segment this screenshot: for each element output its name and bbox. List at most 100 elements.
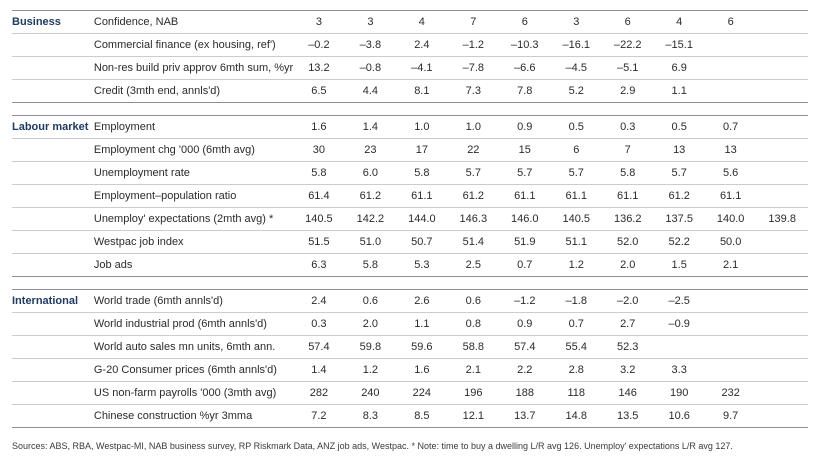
table-row: Chinese construction %yr 3mma 7.2 8.3 8.5 12…	[12, 404, 808, 428]
value-cell: 8.3	[344, 404, 397, 428]
value-cell: 0.7	[704, 115, 757, 139]
table-row: US non-farm payrolls '000 (3mth avg) 282 2…	[12, 381, 808, 405]
indicator-label: Credit (3mth end, annls'd)	[93, 79, 294, 103]
value-cell	[756, 358, 808, 382]
economic-indicators-table: Business Confidence, NAB 3 3 4 7 6 3 6 4 6 Commerci…	[12, 10, 808, 428]
value-cell: 22	[447, 138, 500, 162]
value-cell: 8.1	[396, 79, 448, 103]
value-cell: –7.8	[447, 56, 500, 80]
sources-footnote: Sources: ABS, RBA, Westpac-MI, NAB busin…	[12, 441, 733, 451]
table-row: G-20 Consumer prices (6mth annls'd) 1.4 1.…	[12, 358, 808, 382]
section-spacer	[12, 103, 808, 116]
table-row: Westpac job index 51.5 51.0 50.7 51.4 51.9 51.…	[12, 230, 808, 254]
value-cell: 282	[293, 381, 345, 405]
value-cell: 6.3	[293, 253, 345, 277]
value-cell: 232	[704, 381, 757, 405]
value-cell: 146.3	[447, 207, 500, 231]
value-cell: 1.0	[396, 115, 448, 139]
value-cell: 3	[550, 10, 602, 34]
value-cell: 0.6	[447, 289, 500, 313]
section-heading	[12, 184, 94, 208]
indicator-label: Employment	[93, 115, 294, 139]
value-cell: 3	[293, 10, 345, 34]
value-cell: –0.9	[653, 312, 705, 336]
value-cell: 17	[396, 138, 448, 162]
value-cell: 57.4	[499, 335, 551, 359]
value-cell: 6	[704, 10, 757, 34]
value-cell: 0.9	[499, 115, 551, 139]
value-cell: –6.6	[499, 56, 551, 80]
section-heading	[12, 33, 94, 57]
value-cell: 0.6	[344, 289, 397, 313]
value-cell: 146	[601, 381, 654, 405]
value-cell: 51.1	[550, 230, 602, 254]
value-cell: 1.6	[293, 115, 345, 139]
value-cell: 5.8	[344, 253, 397, 277]
value-cell: 137.5	[653, 207, 705, 231]
value-cell: 140.0	[704, 207, 757, 231]
value-cell: 4.4	[344, 79, 397, 103]
section-heading	[12, 312, 94, 336]
value-cell: 55.4	[550, 335, 602, 359]
value-cell: 7.2	[293, 404, 345, 428]
value-cell: 196	[447, 381, 500, 405]
value-cell: 5.7	[653, 161, 705, 185]
indicator-label: Non-res build priv approv 6mth sum, %yr	[93, 56, 294, 80]
value-cell: –16.1	[550, 33, 602, 57]
value-cell: 142.2	[344, 207, 397, 231]
value-cell	[704, 289, 757, 313]
value-cell: 6	[550, 138, 602, 162]
table-row: International World trade (6mth annls'd) 2…	[12, 289, 808, 313]
value-cell	[756, 115, 808, 139]
value-cell	[756, 161, 808, 185]
value-cell	[756, 289, 808, 313]
value-cell: 140.5	[293, 207, 345, 231]
table-row: Non-res build priv approv 6mth sum, %yr 1…	[12, 56, 808, 80]
value-cell: 5.7	[499, 161, 551, 185]
value-cell: 3.3	[653, 358, 705, 382]
value-cell	[756, 404, 808, 428]
table-row: World industrial prod (6mth annls'd) 0.3 2…	[12, 312, 808, 336]
value-cell: 1.5	[653, 253, 705, 277]
section-heading	[12, 404, 94, 428]
value-cell: 4	[653, 10, 705, 34]
value-cell: 13.5	[601, 404, 654, 428]
indicator-label: Employment chg '000 (6mth avg)	[93, 138, 294, 162]
value-cell: 2.4	[396, 33, 448, 57]
value-cell: 2.6	[396, 289, 448, 313]
indicator-label: Employment–population ratio	[93, 184, 294, 208]
table-row: World auto sales mn units, 6mth ann. 57.4…	[12, 335, 808, 359]
value-cell: 57.4	[293, 335, 345, 359]
value-cell	[704, 56, 757, 80]
value-cell: –3.8	[344, 33, 397, 57]
value-cell: 9.7	[704, 404, 757, 428]
value-cell: 5.8	[293, 161, 345, 185]
table-row: Unemploy' expectations (2mth avg) * 140.5…	[12, 207, 808, 231]
value-cell: 6.9	[653, 56, 705, 80]
indicator-label: Job ads	[93, 253, 294, 277]
value-cell: 8.5	[396, 404, 448, 428]
indicator-label: Chinese construction %yr 3mma	[93, 404, 294, 428]
value-cell: –0.2	[293, 33, 345, 57]
value-cell: 2.0	[344, 312, 397, 336]
section-heading	[12, 56, 94, 80]
section-heading	[12, 335, 94, 359]
value-cell: 6	[601, 10, 654, 34]
table-row: Employment chg '000 (6mth avg) 30 23 17 22 15…	[12, 138, 808, 162]
section-heading	[12, 230, 94, 254]
value-cell: 15	[499, 138, 551, 162]
value-cell: 5.7	[447, 161, 500, 185]
value-cell: 23	[344, 138, 397, 162]
value-cell: 13	[704, 138, 757, 162]
value-cell: 10.6	[653, 404, 705, 428]
value-cell: 6.0	[344, 161, 397, 185]
value-cell: 0.9	[499, 312, 551, 336]
value-cell: 61.2	[653, 184, 705, 208]
value-cell: –15.1	[653, 33, 705, 57]
value-cell: 30	[293, 138, 345, 162]
value-cell: 58.8	[447, 335, 500, 359]
indicator-label: G-20 Consumer prices (6mth annls'd)	[93, 358, 294, 382]
value-cell: 52.0	[601, 230, 654, 254]
value-cell	[756, 312, 808, 336]
section-spacer	[12, 277, 808, 290]
